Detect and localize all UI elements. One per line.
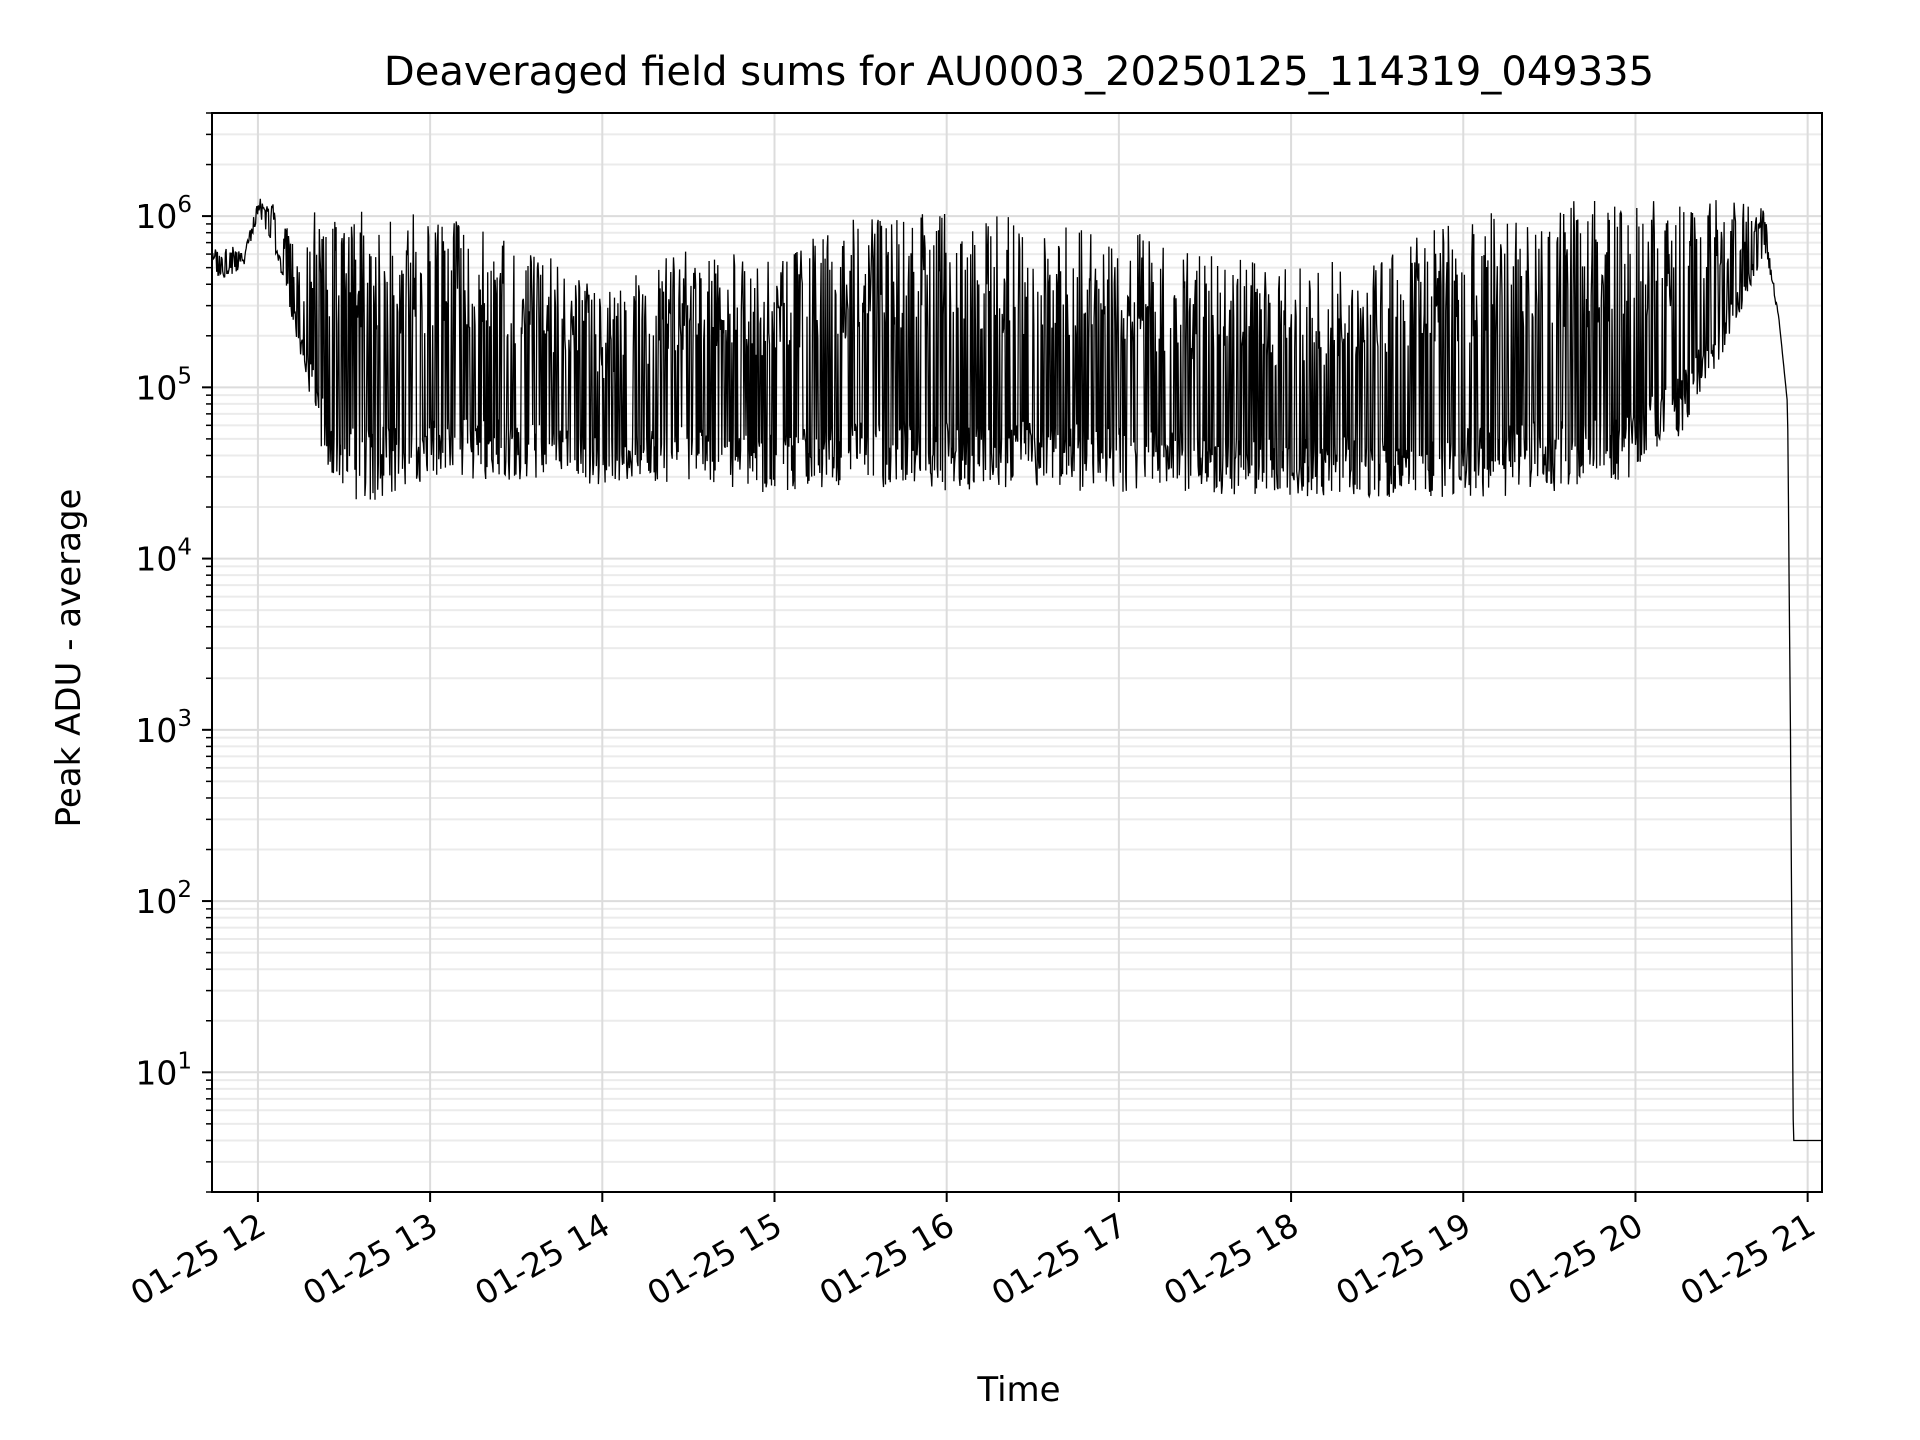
y-axis-label: Peak ADU - average: [49, 489, 89, 828]
y-tick-label: 106: [135, 192, 192, 236]
series-line: [211, 198, 1822, 1142]
y-tick-label: 104: [135, 535, 192, 579]
x-axis-label: Time: [976, 1370, 1060, 1410]
y-tick-label: 101: [135, 1048, 192, 1092]
plot-frame: [211, 112, 1823, 1193]
y-tick-label: 102: [135, 877, 192, 921]
data-series: [211, 198, 1822, 1142]
chart-title: Deaveraged field sums for AU0003_2025012…: [384, 49, 1654, 95]
grid: [212, 112, 1822, 1193]
y-tick-label: 105: [135, 363, 192, 407]
y-tick-label: 103: [135, 706, 192, 750]
